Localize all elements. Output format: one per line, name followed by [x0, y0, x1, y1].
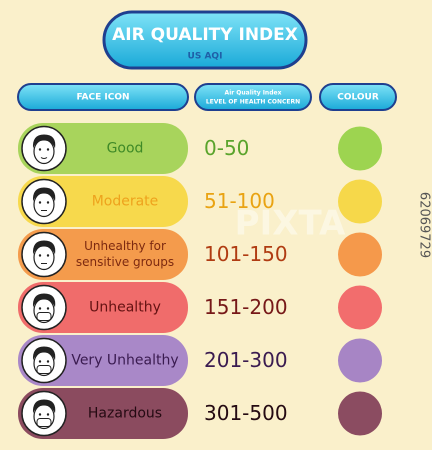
face: [33, 138, 55, 165]
level-label: Unhealthy: [89, 300, 161, 316]
aqi-range: 51-100: [204, 189, 275, 213]
level-label: Moderate: [92, 194, 159, 210]
header-pill: [319, 83, 397, 111]
colour-swatch: [338, 232, 382, 277]
eye: [46, 360, 50, 363]
level-label: Good: [107, 141, 144, 157]
aqi-range: 0-50: [204, 136, 249, 160]
eye: [38, 148, 42, 151]
eye: [46, 254, 50, 257]
column-header: LEVEL OF HEALTH CONCERN: [206, 99, 300, 106]
colour-swatch: [338, 338, 382, 383]
eye: [46, 148, 50, 151]
eye: [46, 413, 50, 416]
rows: Good 0-50 Moderate 51-100 Unhealthy for sensi…: [18, 123, 382, 439]
level-label: sensitive groups: [76, 255, 174, 269]
eye: [38, 307, 42, 310]
aqi-range: 101-150: [204, 242, 288, 266]
mask: [36, 418, 52, 427]
mask: [36, 312, 52, 321]
column-header: COLOUR: [337, 93, 379, 103]
eye: [38, 413, 42, 416]
level-label: Very Unhealthy: [71, 353, 178, 369]
mask: [36, 365, 52, 374]
watermark: PIXTA: [235, 204, 346, 244]
aqi-range: 301-500: [204, 401, 288, 425]
title-pill: [102, 10, 308, 70]
level-label: Unhealthy for: [84, 239, 166, 253]
hair: [32, 134, 56, 149]
aqi-range: 201-300: [204, 348, 288, 372]
column-header: Air Quality Index: [225, 90, 282, 97]
mouth: [40, 157, 48, 159]
level-label: Hazardous: [88, 406, 162, 422]
header-pill: [194, 83, 312, 111]
eye: [38, 254, 42, 257]
hair: [32, 240, 56, 255]
face: [33, 244, 55, 271]
hair: [32, 346, 56, 361]
colour-swatch: [338, 126, 382, 171]
column-header: FACE ICON: [76, 93, 129, 103]
title: AIR QUALITY INDEX: [112, 25, 298, 45]
eye: [46, 201, 50, 204]
face: [33, 191, 55, 218]
header-pill: [17, 83, 189, 111]
subtitle: US AQI: [188, 52, 223, 62]
colour-swatch: [338, 179, 382, 224]
colour-swatch: [338, 391, 382, 436]
watermark-id: 62069729: [417, 192, 432, 258]
hair: [32, 187, 56, 202]
hair: [32, 293, 56, 308]
eye: [46, 307, 50, 310]
aqi-range: 151-200: [204, 295, 288, 319]
eye: [38, 360, 42, 363]
eye: [38, 201, 42, 204]
colour-swatch: [338, 285, 382, 330]
hair: [32, 399, 56, 414]
